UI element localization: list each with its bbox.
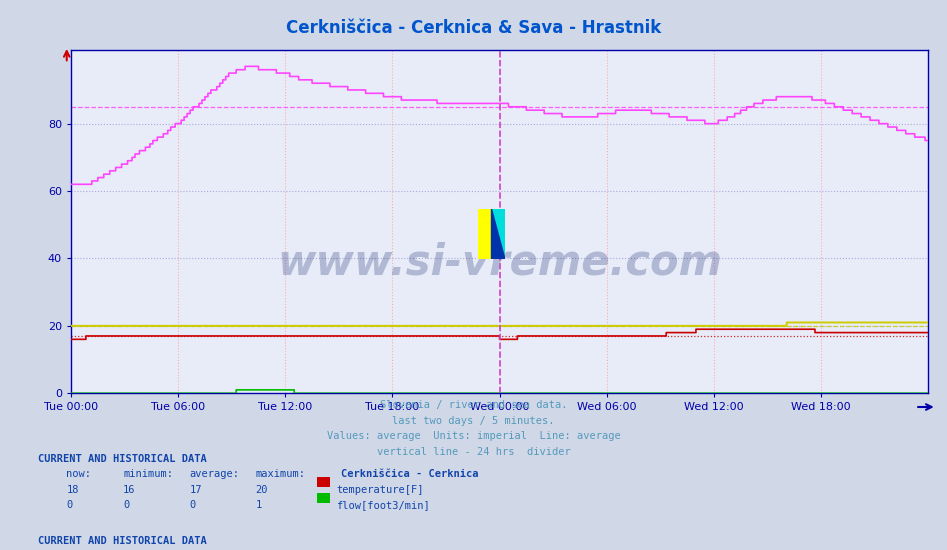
Text: CURRENT AND HISTORICAL DATA: CURRENT AND HISTORICAL DATA [38,536,206,546]
Text: minimum:: minimum: [123,469,173,479]
Text: 0: 0 [189,500,196,510]
Text: www.si-vreme.com: www.si-vreme.com [277,241,722,284]
Text: now:: now: [66,469,91,479]
Text: Slovenia / river and sea data.: Slovenia / river and sea data. [380,400,567,410]
Text: CURRENT AND HISTORICAL DATA: CURRENT AND HISTORICAL DATA [38,454,206,464]
Text: maximum:: maximum: [256,469,306,479]
Text: Cerkniščica - Cerknica: Cerkniščica - Cerknica [341,469,478,479]
Text: 20: 20 [256,485,268,494]
Polygon shape [491,209,505,258]
Text: 16: 16 [123,485,135,494]
Text: Cerkniščica - Cerknica & Sava - Hrastnik: Cerkniščica - Cerknica & Sava - Hrastnik [286,19,661,37]
Text: 18: 18 [66,485,79,494]
Text: average:: average: [189,469,240,479]
Text: 0: 0 [66,500,73,510]
Text: 17: 17 [189,485,202,494]
Text: 1: 1 [256,500,262,510]
Text: flow[foot3/min]: flow[foot3/min] [336,500,430,510]
Text: Values: average  Units: imperial  Line: average: Values: average Units: imperial Line: av… [327,431,620,441]
Polygon shape [491,209,505,258]
Text: last two days / 5 minutes.: last two days / 5 minutes. [392,416,555,426]
Text: temperature[F]: temperature[F] [336,485,423,494]
Bar [478,209,491,258]
Text: 0: 0 [123,500,130,510]
Text: vertical line - 24 hrs  divider: vertical line - 24 hrs divider [377,447,570,456]
